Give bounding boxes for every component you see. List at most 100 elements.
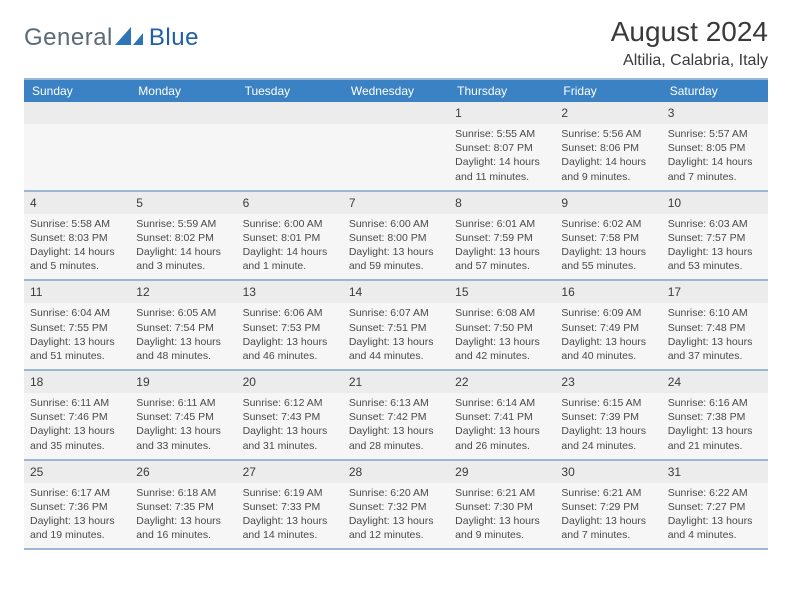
day-info-line: and 7 minutes. bbox=[668, 170, 762, 184]
day-info-line: Sunset: 7:38 PM bbox=[668, 410, 762, 424]
calendar-cell: 5Sunrise: 5:59 AMSunset: 8:02 PMDaylight… bbox=[130, 192, 236, 280]
day-number: 19 bbox=[136, 375, 149, 389]
day-info-line: and 31 minutes. bbox=[243, 439, 337, 453]
day-number: 20 bbox=[243, 375, 256, 389]
day-info-line: Sunrise: 6:02 AM bbox=[561, 217, 655, 231]
calendar-cell: 14Sunrise: 6:07 AMSunset: 7:51 PMDayligh… bbox=[343, 281, 449, 369]
day-number-row: 18 bbox=[24, 371, 130, 393]
month-title: August 2024 bbox=[611, 18, 768, 46]
day-info-line: Sunset: 7:33 PM bbox=[243, 500, 337, 514]
day-info-line: Daylight: 13 hours bbox=[136, 514, 230, 528]
brand-word-blue: Blue bbox=[149, 24, 199, 52]
day-info-line: Sunset: 8:02 PM bbox=[136, 231, 230, 245]
day-info-line: Sunrise: 6:10 AM bbox=[668, 306, 762, 320]
day-info-line: Sunset: 7:42 PM bbox=[349, 410, 443, 424]
day-number-row: 10 bbox=[662, 192, 768, 214]
day-info-line: Sunset: 7:48 PM bbox=[668, 321, 762, 335]
day-info-line: Sunrise: 6:08 AM bbox=[455, 306, 549, 320]
day-info-line: Sunrise: 6:01 AM bbox=[455, 217, 549, 231]
day-info-line: Daylight: 14 hours bbox=[30, 245, 124, 259]
day-info: Sunrise: 5:58 AMSunset: 8:03 PMDaylight:… bbox=[30, 217, 124, 274]
day-number-row: 8 bbox=[449, 192, 555, 214]
day-info: Sunrise: 6:19 AMSunset: 7:33 PMDaylight:… bbox=[243, 486, 337, 543]
day-info: Sunrise: 6:04 AMSunset: 7:55 PMDaylight:… bbox=[30, 306, 124, 363]
day-info-line: and 14 minutes. bbox=[243, 528, 337, 542]
day-info-line: and 12 minutes. bbox=[349, 528, 443, 542]
calendar-cell: 19Sunrise: 6:11 AMSunset: 7:45 PMDayligh… bbox=[130, 371, 236, 459]
day-info-line: Sunset: 8:00 PM bbox=[349, 231, 443, 245]
day-info-line: Sunrise: 5:55 AM bbox=[455, 127, 549, 141]
day-number-row: 1 bbox=[449, 102, 555, 124]
week-row: 11 Sunrise: 6:04 AMSunset: 7:55 PMDayligh… bbox=[24, 281, 768, 371]
calendar-cell-empty bbox=[343, 102, 449, 190]
day-info-line: Sunset: 7:49 PM bbox=[561, 321, 655, 335]
day-info-line: Sunrise: 6:21 AM bbox=[561, 486, 655, 500]
calendar-cell-empty bbox=[237, 102, 343, 190]
day-number-row bbox=[237, 102, 343, 124]
day-info-line: Daylight: 14 hours bbox=[455, 155, 549, 169]
day-info: Sunrise: 6:22 AMSunset: 7:27 PMDaylight:… bbox=[668, 486, 762, 543]
calendar-cell: 26Sunrise: 6:18 AMSunset: 7:35 PMDayligh… bbox=[130, 461, 236, 549]
day-info-line: Sunset: 7:43 PM bbox=[243, 410, 337, 424]
calendar-cell: 18Sunrise: 6:11 AMSunset: 7:46 PMDayligh… bbox=[24, 371, 130, 459]
day-info-line: Sunset: 8:03 PM bbox=[30, 231, 124, 245]
day-info-line: Daylight: 13 hours bbox=[30, 424, 124, 438]
day-info-line: Daylight: 13 hours bbox=[668, 514, 762, 528]
day-info-line: and 33 minutes. bbox=[136, 439, 230, 453]
day-number: 11 bbox=[30, 285, 42, 299]
day-number: 5 bbox=[136, 196, 143, 210]
day-number: 6 bbox=[243, 196, 250, 210]
day-info-line: Sunset: 7:51 PM bbox=[349, 321, 443, 335]
day-info-line: and 53 minutes. bbox=[668, 259, 762, 273]
calendar-cell: 15 Sunrise: 6:08 AMSunset: 7:50 PMDayligh… bbox=[449, 281, 555, 369]
day-number: 7 bbox=[349, 196, 356, 210]
calendar-cell: 2Sunrise: 5:56 AMSunset: 8:06 PMDaylight… bbox=[555, 102, 661, 190]
day-info-line: Sunset: 7:41 PM bbox=[455, 410, 549, 424]
calendar-cell: 31Sunrise: 6:22 AMSunset: 7:27 PMDayligh… bbox=[662, 461, 768, 549]
calendar-page: General Blue August 2024 Altilia, Calabr… bbox=[0, 0, 792, 612]
day-info: Sunrise: 6:15 AMSunset: 7:39 PMDaylight:… bbox=[561, 396, 655, 453]
day-info-line: Daylight: 14 hours bbox=[668, 155, 762, 169]
day-info: Sunrise: 6:20 AMSunset: 7:32 PMDaylight:… bbox=[349, 486, 443, 543]
day-number-row: 23 bbox=[555, 371, 661, 393]
day-info-line: Sunset: 7:29 PM bbox=[561, 500, 655, 514]
day-info-line: Daylight: 13 hours bbox=[243, 514, 337, 528]
day-info-line: Daylight: 13 hours bbox=[349, 424, 443, 438]
day-info-line: Sunset: 7:32 PM bbox=[349, 500, 443, 514]
day-info-line: Sunrise: 5:56 AM bbox=[561, 127, 655, 141]
day-number: 29 bbox=[455, 465, 468, 479]
header-row: General Blue August 2024 Altilia, Calabr… bbox=[24, 18, 768, 70]
day-number-row bbox=[24, 102, 130, 124]
day-info-line: Sunset: 7:46 PM bbox=[30, 410, 124, 424]
title-block: August 2024 Altilia, Calabria, Italy bbox=[611, 18, 768, 70]
day-info: Sunrise: 6:03 AMSunset: 7:57 PMDaylight:… bbox=[668, 217, 762, 274]
day-number-row: 29 bbox=[449, 461, 555, 483]
day-info: Sunrise: 6:08 AMSunset: 7:50 PMDaylight:… bbox=[455, 306, 549, 363]
day-number: 27 bbox=[243, 465, 256, 479]
day-number-row: 30 bbox=[555, 461, 661, 483]
day-info-line: Sunrise: 6:00 AM bbox=[243, 217, 337, 231]
day-number: 24 bbox=[668, 375, 681, 389]
weeks-container: 1Sunrise: 5:55 AMSunset: 8:07 PMDaylight… bbox=[24, 102, 768, 550]
day-info-line: and 16 minutes. bbox=[136, 528, 230, 542]
day-info-line: and 40 minutes. bbox=[561, 349, 655, 363]
day-info-line: Sunrise: 6:20 AM bbox=[349, 486, 443, 500]
day-info: Sunrise: 5:57 AMSunset: 8:05 PMDaylight:… bbox=[668, 127, 762, 184]
calendar-cell: 20 Sunrise: 6:12 AMSunset: 7:43 PMDayligh… bbox=[237, 371, 343, 459]
day-info-line: and 21 minutes. bbox=[668, 439, 762, 453]
day-number: 15 bbox=[455, 285, 468, 299]
day-info-line: and 26 minutes. bbox=[455, 439, 549, 453]
day-info-line: Daylight: 14 hours bbox=[561, 155, 655, 169]
day-number-row: 9 bbox=[555, 192, 661, 214]
day-info-line: and 37 minutes. bbox=[668, 349, 762, 363]
calendar-cell: 23 Sunrise: 6:15 AMSunset: 7:39 PMDayligh… bbox=[555, 371, 661, 459]
day-number: 1 bbox=[455, 106, 462, 120]
day-number-row: 5 bbox=[130, 192, 236, 214]
day-info: Sunrise: 6:12 AMSunset: 7:43 PMDaylight:… bbox=[243, 396, 337, 453]
day-info-line: Daylight: 13 hours bbox=[668, 245, 762, 259]
day-info: Sunrise: 6:01 AMSunset: 7:59 PMDaylight:… bbox=[455, 217, 549, 274]
day-info-line: Daylight: 13 hours bbox=[349, 335, 443, 349]
day-info: Sunrise: 6:00 AMSunset: 8:01 PMDaylight:… bbox=[243, 217, 337, 274]
day-info-line: Sunrise: 6:12 AM bbox=[243, 396, 337, 410]
day-number-row: 22 bbox=[449, 371, 555, 393]
